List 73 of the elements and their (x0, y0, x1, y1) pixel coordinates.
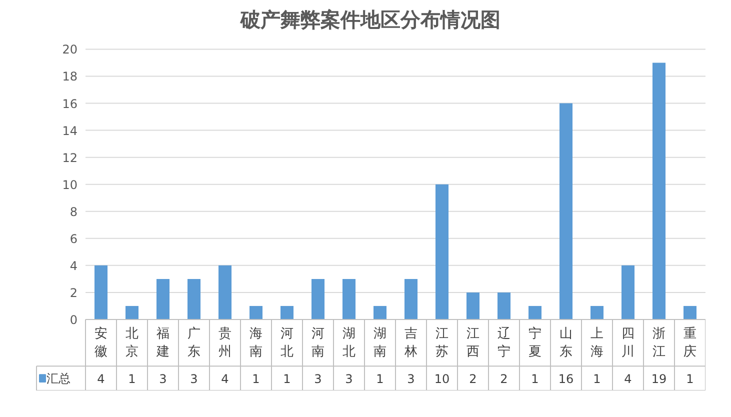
y-tick-label: 6 (70, 232, 78, 246)
chart-title: 破产舞弊案件地区分布情况图 (240, 8, 500, 32)
x-tick-label: 河南 (312, 326, 324, 360)
data-label: 3 (159, 372, 167, 386)
y-tick-label: 16 (62, 96, 78, 111)
bar (280, 306, 294, 320)
x-tick-label: 广东 (188, 326, 200, 360)
data-label: 3 (190, 372, 198, 386)
x-tick-label: 贵州 (218, 326, 232, 360)
bar (342, 278, 356, 320)
x-tick-label: 江苏 (436, 326, 448, 360)
data-label: 3 (314, 372, 322, 386)
y-tick-label: 0 (70, 312, 78, 327)
bar (404, 278, 418, 320)
data-label: 16 (558, 372, 574, 386)
data-label: 1 (283, 372, 291, 386)
x-tick-label: 湖北 (342, 326, 356, 360)
y-tick-label: 12 (62, 150, 78, 165)
bar (683, 306, 697, 320)
bar (249, 306, 263, 320)
data-label: 19 (651, 372, 667, 386)
x-tick-label: 吉林 (404, 326, 418, 360)
x-tick-label: 辽宁 (498, 326, 510, 360)
bar (435, 184, 449, 320)
y-tick-label: 4 (70, 258, 78, 273)
y-tick-label: 14 (62, 124, 78, 138)
bar (497, 292, 511, 320)
x-tick-label: 湖南 (374, 326, 386, 360)
data-label: 1 (593, 372, 601, 386)
bar (652, 62, 666, 320)
x-tick-label: 宁夏 (528, 325, 542, 360)
bar (218, 265, 232, 320)
y-tick-label: 20 (62, 42, 78, 57)
y-tick-label: 8 (70, 204, 78, 219)
bar (559, 103, 573, 320)
x-tick-label: 四川 (622, 326, 634, 360)
bar (466, 292, 480, 320)
bar (590, 306, 604, 320)
y-tick-label: 10 (62, 178, 78, 192)
y-tick-label: 18 (62, 70, 78, 84)
legend-label: 汇总 (46, 371, 70, 386)
data-label: 4 (221, 372, 229, 386)
data-label: 4 (624, 372, 632, 386)
data-label: 3 (345, 372, 353, 386)
x-tick-label: 北京 (126, 326, 138, 360)
data-label: 1 (128, 372, 136, 386)
bar (187, 278, 201, 320)
x-tick-label: 河北 (280, 326, 294, 360)
y-tick-label: 2 (70, 286, 78, 300)
data-label: 1 (686, 372, 694, 386)
bar (373, 306, 387, 320)
x-tick-label: 上海 (590, 326, 604, 360)
data-label: 2 (500, 372, 508, 386)
x-tick-label: 福建 (156, 326, 170, 360)
data-label: 1 (531, 372, 539, 386)
x-tick-label: 江西 (466, 326, 480, 360)
x-tick-label: 安徽 (94, 325, 108, 360)
bar (94, 265, 108, 320)
data-label: 4 (97, 372, 105, 386)
data-label: 3 (407, 372, 415, 386)
data-label: 1 (252, 372, 260, 386)
x-tick-label: 山东 (560, 326, 572, 360)
x-tick-label: 重庆 (684, 326, 696, 360)
data-label: 2 (469, 372, 477, 386)
x-tick-label: 浙江 (652, 326, 666, 360)
bar (311, 278, 325, 320)
data-label: 10 (434, 372, 450, 386)
x-tick-label: 海南 (250, 326, 262, 360)
bar (528, 306, 542, 320)
bar (156, 278, 170, 320)
data-label: 1 (376, 372, 384, 386)
bar (125, 306, 139, 320)
bar (621, 265, 635, 320)
